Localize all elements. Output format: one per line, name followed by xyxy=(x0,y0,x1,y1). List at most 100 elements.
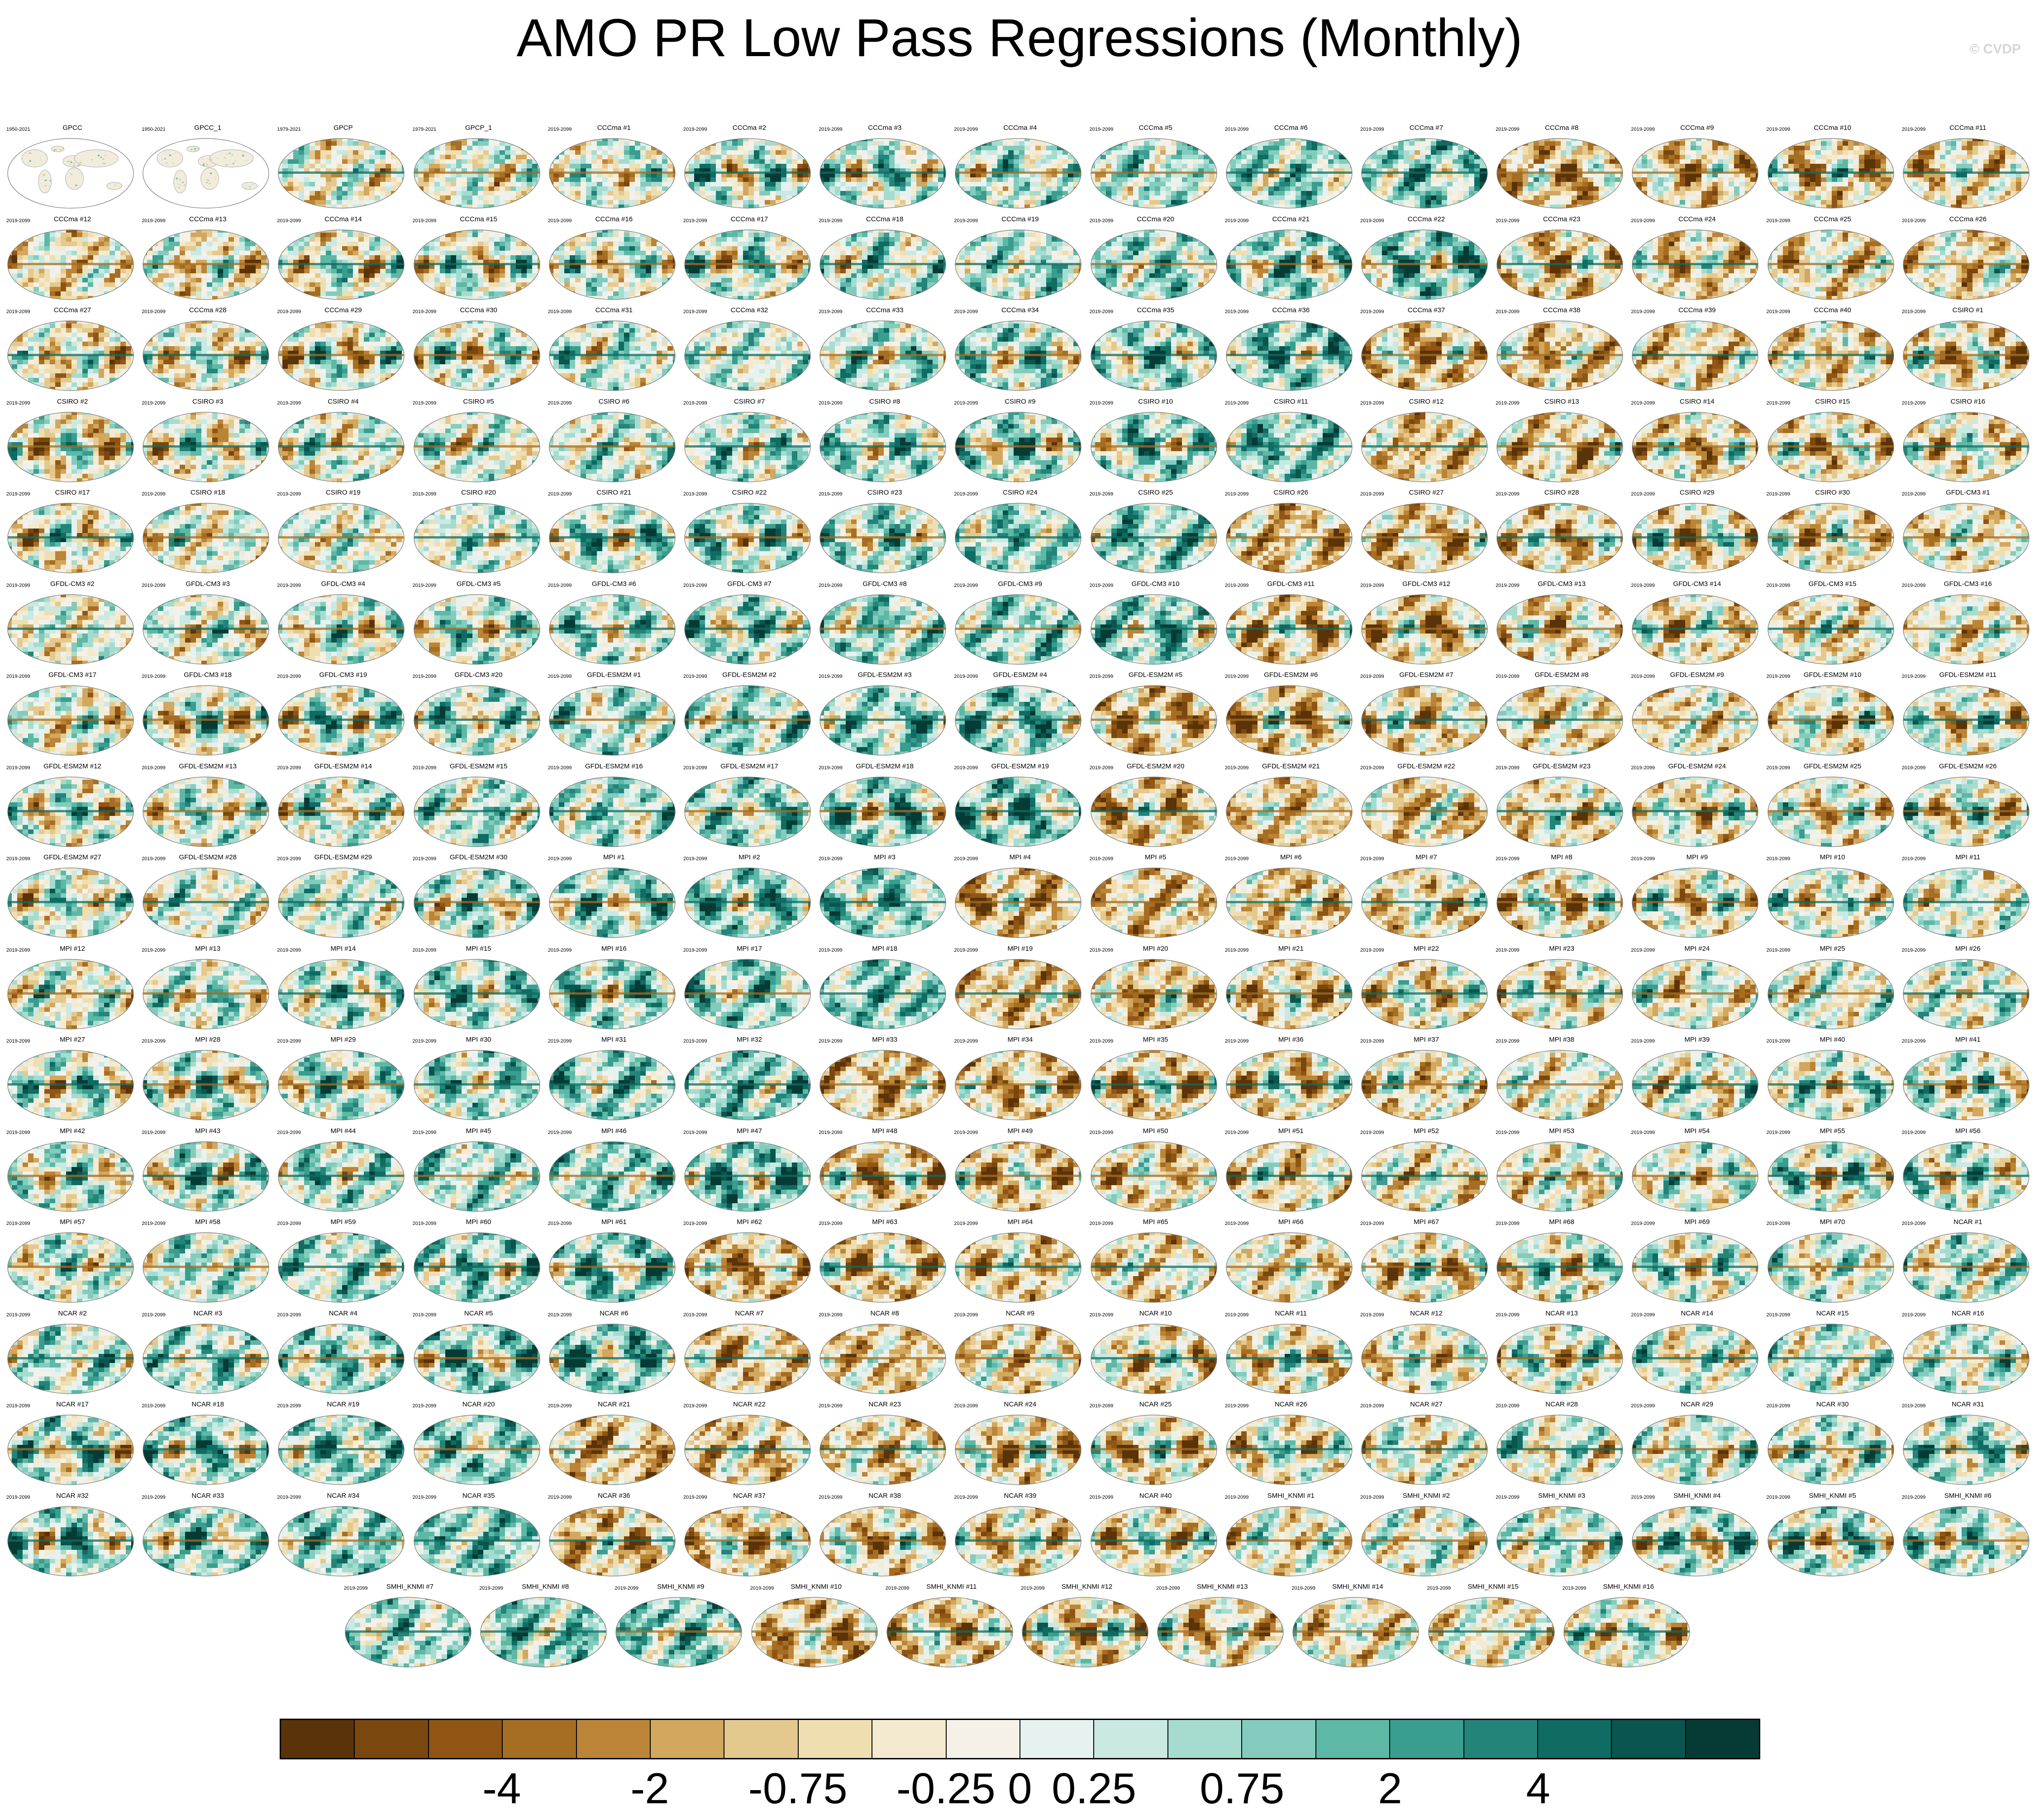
data-cell xyxy=(342,141,348,146)
data-cell xyxy=(992,195,998,200)
data-cell xyxy=(808,137,812,142)
data-cell xyxy=(646,186,652,191)
data-cell xyxy=(293,205,299,209)
data-cell xyxy=(1539,164,1545,169)
data-cell xyxy=(1739,186,1745,191)
data-cell xyxy=(1166,200,1172,205)
data-cell xyxy=(1236,137,1242,142)
data-cell xyxy=(884,195,890,200)
data-cell xyxy=(597,195,603,200)
data-cell xyxy=(808,182,812,187)
data-cell xyxy=(1561,186,1567,191)
data-cell xyxy=(1794,182,1800,187)
data-cell xyxy=(413,150,419,155)
data-cell xyxy=(1436,146,1442,151)
data-cell xyxy=(1133,164,1139,169)
data-cell xyxy=(575,159,581,164)
data-cell xyxy=(1886,200,1892,205)
data-cell xyxy=(889,155,895,160)
data-cell xyxy=(1230,146,1236,151)
data-cell xyxy=(1339,141,1345,146)
data-cell xyxy=(391,177,397,182)
data-cell xyxy=(1041,177,1047,182)
data-cell xyxy=(1669,191,1675,196)
data-cell xyxy=(1550,159,1556,164)
data-cell xyxy=(1696,164,1702,169)
data-cell xyxy=(819,186,824,191)
data-cell xyxy=(1913,141,1919,146)
data-cell xyxy=(472,177,478,182)
data-cell xyxy=(1062,150,1068,155)
data-cell xyxy=(1853,155,1859,160)
data-cell xyxy=(575,182,581,187)
data-cell xyxy=(889,186,895,191)
data-cell xyxy=(689,164,695,169)
data-cell xyxy=(451,177,457,182)
data-cell xyxy=(738,164,743,169)
data-cell xyxy=(1312,164,1318,169)
data-cell xyxy=(532,200,538,205)
data-cell xyxy=(1496,205,1501,209)
data-cell xyxy=(738,150,743,155)
data-cell xyxy=(646,155,652,160)
data-cell xyxy=(413,205,419,209)
data-cell xyxy=(1821,195,1827,200)
data-cell xyxy=(765,182,771,187)
data-cell xyxy=(657,205,662,209)
data-cell xyxy=(1881,137,1887,142)
data-cell xyxy=(2016,159,2022,164)
data-cell xyxy=(1090,146,1096,151)
data-cell xyxy=(1100,146,1106,151)
data-cell xyxy=(1247,155,1253,160)
data-cell xyxy=(559,177,565,182)
data-cell xyxy=(418,200,424,205)
data-cell xyxy=(494,200,500,205)
data-cell xyxy=(1236,200,1242,205)
data-cell xyxy=(386,159,391,164)
data-cell xyxy=(1913,155,1919,160)
data-cell xyxy=(282,146,288,151)
data-cell xyxy=(326,200,332,205)
data-cell xyxy=(353,159,359,164)
data-cell xyxy=(1393,182,1399,187)
data-cell xyxy=(282,164,288,169)
data-cell xyxy=(591,186,597,191)
data-cell xyxy=(1848,195,1854,200)
data-cell xyxy=(1734,150,1740,155)
data-cell xyxy=(938,141,944,146)
data-cell xyxy=(1859,137,1865,142)
data-cell xyxy=(867,205,873,209)
data-cell xyxy=(1832,155,1838,160)
data-cell xyxy=(776,191,781,196)
data-cell xyxy=(1815,195,1821,200)
data-cell xyxy=(651,186,657,191)
data-cell xyxy=(1019,141,1025,146)
data-cell xyxy=(1415,164,1420,169)
data-cell xyxy=(591,155,597,160)
data-cell xyxy=(1734,137,1740,142)
data-cell xyxy=(1339,191,1345,196)
data-cell xyxy=(922,186,928,191)
panel-title: CCCma #6 xyxy=(1225,124,1357,132)
data-cell xyxy=(1415,191,1420,196)
data-cell xyxy=(1306,200,1312,205)
data-cell xyxy=(667,195,673,200)
data-cell xyxy=(73,165,75,166)
data-cell xyxy=(1539,191,1545,196)
data-cell xyxy=(1095,164,1101,169)
data-cell xyxy=(840,186,846,191)
data-cell xyxy=(803,195,809,200)
data-cell xyxy=(1187,155,1193,160)
data-cell xyxy=(1106,191,1112,196)
data-cell xyxy=(667,200,673,205)
data-cell xyxy=(840,159,846,164)
data-cell xyxy=(538,137,541,142)
data-cell xyxy=(418,177,424,182)
data-cell xyxy=(71,162,72,163)
data-cell xyxy=(1100,191,1106,196)
data-cell xyxy=(44,185,46,186)
data-cell xyxy=(402,159,405,164)
data-cell xyxy=(500,186,505,191)
data-cell xyxy=(1296,150,1301,155)
data-cell xyxy=(878,150,884,155)
